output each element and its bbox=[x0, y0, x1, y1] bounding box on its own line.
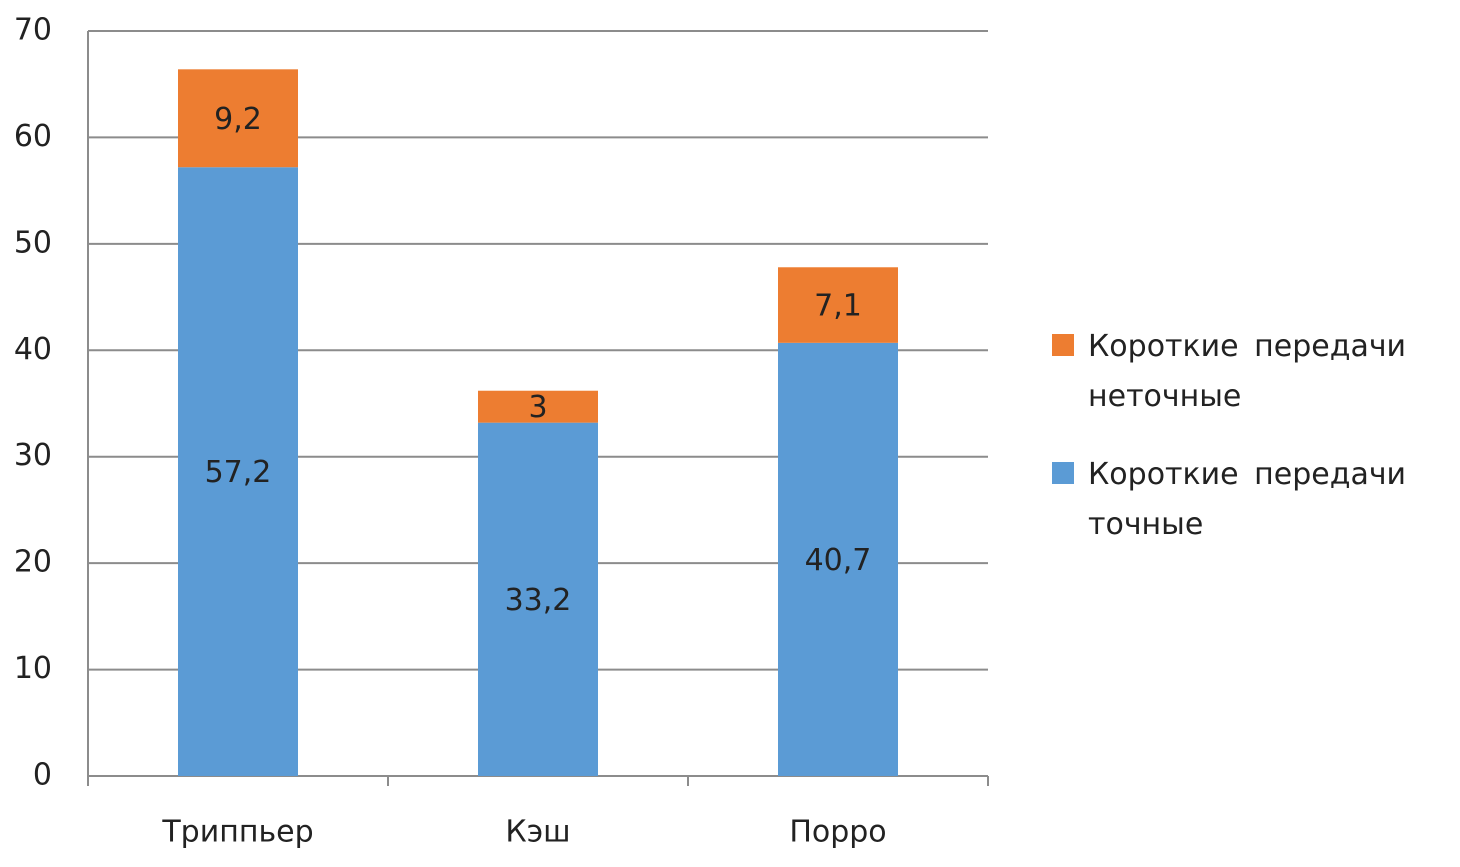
x-tick-label: Порро bbox=[789, 815, 886, 850]
data-label: 3 bbox=[528, 390, 547, 425]
data-label: 40,7 bbox=[805, 543, 872, 578]
legend: Короткие передачи неточные Короткие перед… bbox=[1052, 322, 1452, 578]
bar-segment bbox=[178, 167, 298, 776]
x-tick-label: Триппьер bbox=[161, 815, 313, 850]
y-tick-label: 20 bbox=[14, 545, 52, 580]
legend-swatch bbox=[1052, 462, 1074, 484]
legend-label: Короткие передачи точные bbox=[1088, 457, 1407, 542]
y-tick-label: 70 bbox=[14, 13, 52, 48]
y-tick-label: 30 bbox=[14, 438, 52, 473]
bar-segment bbox=[478, 390, 598, 423]
x-tick-label: Кэш bbox=[505, 815, 570, 850]
legend-swatch bbox=[1052, 334, 1074, 356]
bar-segment bbox=[778, 342, 898, 776]
legend-label: Короткие передачи неточные bbox=[1088, 329, 1407, 414]
y-tick-label: 10 bbox=[14, 651, 52, 686]
legend-item: Короткие передачи точные bbox=[1052, 450, 1452, 550]
data-label: 57,2 bbox=[205, 455, 272, 490]
legend-item: Короткие передачи неточные bbox=[1052, 322, 1452, 422]
bar-segment bbox=[178, 69, 298, 168]
data-label: 7,1 bbox=[814, 289, 862, 324]
y-tick-label: 50 bbox=[14, 225, 52, 260]
bar-segment bbox=[478, 422, 598, 776]
data-label: 9,2 bbox=[214, 102, 262, 137]
y-tick-label: 40 bbox=[14, 332, 52, 367]
y-tick-label: 60 bbox=[14, 119, 52, 154]
y-tick-label: 0 bbox=[33, 758, 52, 793]
data-label: 33,2 bbox=[505, 583, 572, 618]
bar-segment bbox=[778, 267, 898, 343]
chart: 0 10 20 30 40 50 60 70 Триппьер 57,2 9,2 Кэш 33,2 3 По… bbox=[14, 13, 989, 850]
